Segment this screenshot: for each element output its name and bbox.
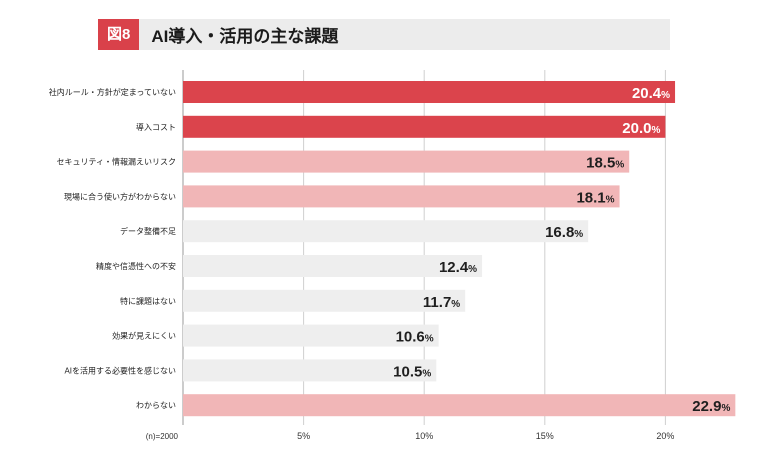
category-label: 効果が見えにくい — [112, 331, 176, 341]
value-label: 18.1% — [576, 189, 614, 206]
sample-size-note: (n)=2000 — [146, 432, 179, 441]
bar — [183, 289, 466, 312]
bar — [183, 150, 630, 173]
value-label: 11.7% — [423, 294, 460, 311]
value-label: 22.9% — [692, 398, 730, 415]
value-label: 18.5% — [586, 155, 624, 172]
value-label: 16.8% — [545, 224, 583, 241]
category-label: データ整備不足 — [120, 226, 176, 236]
category-label: 精度や信憑性への不安 — [96, 261, 176, 271]
x-tick-label: 5% — [297, 431, 310, 441]
bar — [183, 81, 676, 103]
category-label: 導入コスト — [136, 122, 176, 132]
figure-number-badge: 図8 — [98, 19, 140, 50]
value-label: 12.4% — [439, 259, 477, 276]
figure-title: AI導入・活用の主な課題 — [151, 27, 339, 46]
x-tick-label: 15% — [536, 431, 554, 441]
figure-title-bar: 図8 AI導入・活用の主な課題 — [98, 19, 670, 50]
category-label: 社内ルール・方針が定まっていない — [49, 87, 176, 97]
bar — [183, 115, 666, 138]
bars-group: 社内ルール・方針が定まっていない 20.4% 導入コスト 20.0% セキュリティ・情報… — [49, 81, 736, 417]
value-label: 10.5% — [393, 363, 431, 380]
value-label: 20.0% — [622, 120, 660, 137]
bar — [183, 324, 439, 347]
value-label: 10.6% — [396, 329, 434, 346]
category-label: セキュリティ・情報漏えいリスク — [56, 157, 176, 167]
category-label: 現場に合う使い方がわからない — [64, 191, 176, 201]
bar — [183, 359, 437, 382]
value-label: 20.4% — [632, 85, 670, 102]
x-tick-label: 10% — [415, 431, 433, 441]
bar — [183, 394, 736, 417]
x-axis: 5% 10% 15% 20% (n)=2000 — [146, 431, 675, 441]
bar — [183, 220, 589, 243]
bar — [183, 255, 483, 277]
category-label: 特に課題はない — [120, 296, 176, 306]
category-label: わからない — [136, 401, 176, 410]
category-label: AIを活用する必要性を感じない — [64, 365, 176, 375]
x-tick-label: 20% — [656, 431, 674, 441]
bar — [183, 185, 620, 208]
